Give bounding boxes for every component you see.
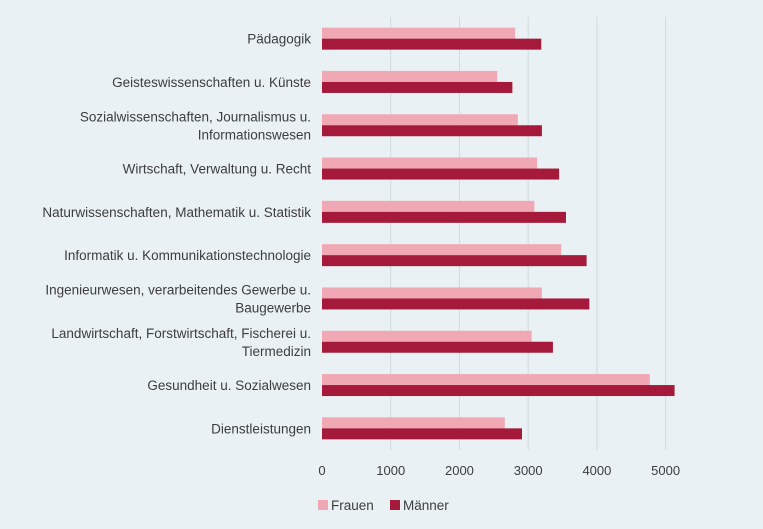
bar-maenner-5[interactable] bbox=[322, 255, 587, 267]
category-labels: Pädagogik Geisteswissenschaften u. Künste… bbox=[42, 32, 311, 437]
legend-label-maenner: Männer bbox=[403, 498, 449, 513]
category-label-7-line-0: Landwirtschaft, Forstwirtschaft, Fischer… bbox=[51, 326, 311, 341]
legend: Frauen Männer bbox=[318, 498, 449, 513]
legend-item-frauen[interactable]: Frauen bbox=[318, 498, 374, 513]
bar-maenner-8[interactable] bbox=[322, 385, 675, 397]
x-tick-label-0: 0 bbox=[318, 463, 325, 478]
legend-swatch-frauen bbox=[318, 500, 328, 510]
bar-maenner-9[interactable] bbox=[322, 428, 522, 440]
x-tick-label-5: 5000 bbox=[651, 463, 680, 478]
bar-maenner-7[interactable] bbox=[322, 341, 553, 353]
category-label-0: Pädagogik bbox=[247, 32, 311, 47]
bar-maenner-1[interactable] bbox=[322, 81, 513, 93]
bar-maenner-4[interactable] bbox=[322, 211, 566, 223]
bar-maenner-3[interactable] bbox=[322, 168, 560, 180]
bar-frauen-0[interactable] bbox=[322, 27, 516, 39]
bar-maenner-2[interactable] bbox=[322, 125, 542, 137]
x-tick-label-2: 2000 bbox=[445, 463, 474, 478]
legend-item-maenner[interactable]: Männer bbox=[390, 498, 449, 513]
category-label-2-line-0: Sozialwissenschaften, Journalismus u. bbox=[80, 109, 311, 124]
x-tick-label-1: 1000 bbox=[376, 463, 405, 478]
category-label-3: Wirtschaft, Verwaltung u. Recht bbox=[123, 162, 312, 177]
x-tick-label-3: 3000 bbox=[514, 463, 543, 478]
category-label-2-line-1: Informationswesen bbox=[198, 127, 311, 142]
bar-frauen-3[interactable] bbox=[322, 157, 538, 169]
legend-swatch-maenner bbox=[390, 500, 400, 510]
bar-frauen-4[interactable] bbox=[322, 200, 535, 212]
category-label-5: Informatik u. Kommunikationstechnologie bbox=[64, 248, 311, 263]
bar-frauen-2[interactable] bbox=[322, 114, 518, 126]
bar-frauen-1[interactable] bbox=[322, 70, 498, 82]
category-label-6-line-0: Ingenieurwesen, verarbeitendes Gewerbe u… bbox=[45, 282, 311, 297]
category-label-9: Dienstleistungen bbox=[211, 421, 311, 436]
legend-label-frauen: Frauen bbox=[331, 498, 374, 513]
bar-frauen-8[interactable] bbox=[322, 374, 650, 386]
x-axis-ticks: 0 1000 2000 3000 4000 5000 bbox=[318, 463, 680, 478]
category-label-1: Geisteswissenschaften u. Künste bbox=[112, 75, 311, 90]
bar-frauen-6[interactable] bbox=[322, 287, 542, 299]
category-label-8: Gesundheit u. Sozialwesen bbox=[147, 378, 311, 393]
bar-maenner-6[interactable] bbox=[322, 298, 590, 310]
category-label-7-line-1: Tiermedizin bbox=[242, 344, 311, 359]
bar-frauen-7[interactable] bbox=[322, 330, 532, 342]
bar-frauen-9[interactable] bbox=[322, 417, 505, 429]
category-label-6-line-1: Baugewerbe bbox=[235, 300, 311, 315]
x-tick-label-4: 4000 bbox=[582, 463, 611, 478]
bars bbox=[322, 27, 675, 440]
bar-frauen-5[interactable] bbox=[322, 244, 562, 256]
category-label-4: Naturwissenschaften, Mathematik u. Stati… bbox=[42, 205, 311, 220]
bar-maenner-0[interactable] bbox=[322, 38, 542, 50]
